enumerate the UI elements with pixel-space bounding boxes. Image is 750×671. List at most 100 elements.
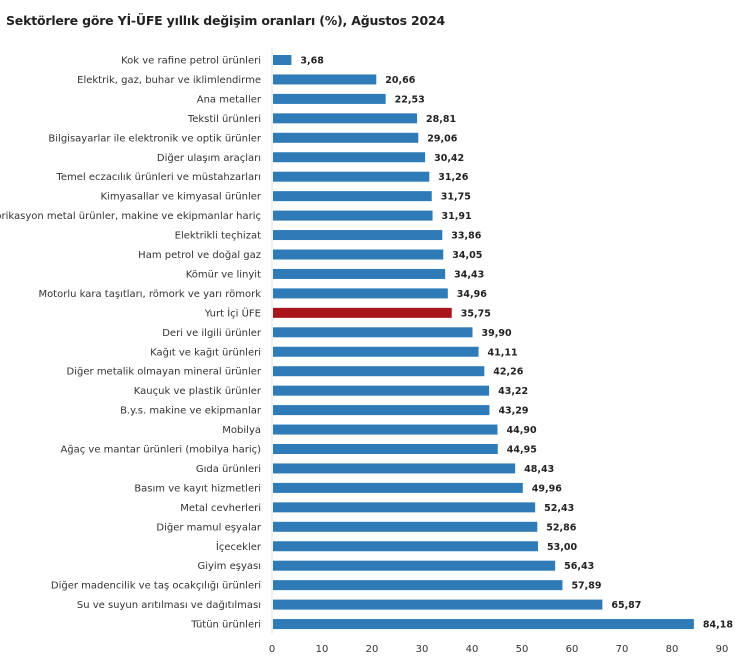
chart-title: Sektörlere göre Yİ-ÜFE yıllık değişim or… bbox=[6, 13, 445, 28]
data-label: 43,22 bbox=[498, 386, 528, 397]
bar bbox=[273, 307, 452, 318]
category-label: Deri ve ilgili ürünler bbox=[162, 328, 262, 339]
data-label: 48,43 bbox=[524, 464, 554, 475]
category-label: Temel eczacılık ürünleri ve müstahzarlar… bbox=[55, 172, 261, 183]
category-label: Kömür ve linyit bbox=[186, 269, 261, 280]
category-label: Diğer mamul eşyalar bbox=[156, 521, 261, 533]
data-label: 33,86 bbox=[451, 231, 481, 242]
category-label: Ana metaller bbox=[197, 94, 262, 105]
category-label: Diğer metalik olmayan mineral ürünler bbox=[67, 366, 262, 378]
data-label: 3,68 bbox=[300, 56, 324, 67]
data-label: 34,05 bbox=[452, 250, 482, 261]
x-tick-label: 50 bbox=[516, 644, 529, 655]
data-label: 65,87 bbox=[611, 600, 641, 611]
category-label: Tütün ürünleri bbox=[190, 620, 261, 631]
x-tick-label: 10 bbox=[316, 644, 329, 655]
x-tick-label: 30 bbox=[416, 644, 429, 655]
x-tick-label: 20 bbox=[366, 644, 379, 655]
x-tick-label: 70 bbox=[616, 644, 629, 655]
category-label: Motorlu kara taşıtları, römork ve yarı r… bbox=[38, 289, 261, 300]
data-label: 22,53 bbox=[395, 94, 425, 105]
data-label: 35,75 bbox=[461, 308, 491, 319]
category-label: B.y.s. makine ve ekipmanlar bbox=[120, 406, 262, 417]
bar bbox=[273, 619, 694, 630]
bar bbox=[273, 580, 563, 591]
category-label: Ham petrol ve doğal gaz bbox=[138, 249, 261, 261]
bar bbox=[273, 152, 426, 163]
data-label: 20,66 bbox=[385, 75, 415, 86]
bar bbox=[273, 521, 538, 532]
bar bbox=[273, 405, 490, 416]
bar bbox=[273, 113, 418, 124]
category-label: Diğer ulaşım araçları bbox=[157, 152, 261, 164]
category-label: Tekstil ürünleri bbox=[187, 114, 261, 125]
data-label: 30,42 bbox=[434, 153, 464, 164]
data-label: 28,81 bbox=[426, 114, 456, 125]
bar bbox=[273, 424, 498, 435]
category-label: Bilgisayarlar ile elektronik ve optik ür… bbox=[48, 133, 261, 144]
data-label: 53,00 bbox=[547, 542, 577, 553]
data-label: 29,06 bbox=[427, 133, 457, 144]
bar bbox=[273, 502, 536, 513]
category-label: Diğer madencilik ve taş ocakçılığı ürünl… bbox=[51, 580, 261, 592]
category-label: Gıda ürünleri bbox=[196, 464, 261, 475]
bar bbox=[273, 132, 419, 143]
bar bbox=[273, 249, 444, 260]
data-label: 42,26 bbox=[493, 367, 523, 378]
data-label: 52,86 bbox=[546, 522, 576, 533]
data-label: 84,18 bbox=[703, 620, 733, 631]
x-tick-label: 0 bbox=[269, 644, 275, 655]
bar bbox=[273, 55, 292, 65]
bar bbox=[273, 191, 432, 202]
x-tick-label: 40 bbox=[466, 644, 479, 655]
bar bbox=[273, 346, 479, 357]
category-label: Kağıt ve kağıt ürünleri bbox=[150, 346, 261, 358]
bar bbox=[273, 463, 516, 474]
bar bbox=[273, 74, 377, 85]
x-tick-label: 60 bbox=[566, 644, 579, 655]
category-label: Kauçuk ve plastik ürünler bbox=[134, 386, 262, 397]
data-label: 56,43 bbox=[564, 561, 594, 572]
bar bbox=[273, 541, 538, 552]
data-label: 43,29 bbox=[498, 406, 528, 417]
category-label: Fabrikasyon metal ürünler, makine ve eki… bbox=[0, 211, 261, 222]
category-label: Metal cevherleri bbox=[180, 503, 261, 514]
category-label: Elektrik, gaz, buhar ve iklimlendirme bbox=[77, 75, 261, 86]
bar bbox=[273, 268, 446, 279]
bar bbox=[273, 599, 603, 610]
data-label: 49,96 bbox=[532, 483, 562, 494]
data-label: 52,43 bbox=[544, 503, 574, 514]
data-label: 34,43 bbox=[454, 269, 484, 280]
bar bbox=[273, 288, 448, 299]
category-label: Mobilya bbox=[222, 425, 261, 436]
bar bbox=[273, 385, 490, 396]
category-label: Elektrikli teçhizat bbox=[175, 231, 261, 242]
category-label: Yurt İçi ÜFE bbox=[204, 306, 261, 319]
category-label: Su ve suyun arıtılması ve dağıtılması bbox=[77, 599, 261, 611]
bar bbox=[273, 482, 523, 493]
bar bbox=[273, 327, 473, 338]
bar bbox=[273, 93, 386, 104]
bar bbox=[273, 366, 485, 377]
data-label: 31,75 bbox=[441, 192, 471, 203]
data-label: 41,11 bbox=[488, 347, 518, 358]
x-tick-label: 90 bbox=[716, 644, 729, 655]
data-label: 39,90 bbox=[482, 328, 512, 339]
category-label: Kok ve rafine petrol ürünleri bbox=[121, 56, 261, 67]
category-label: Giyim eşyası bbox=[197, 561, 261, 572]
data-label: 31,91 bbox=[442, 211, 472, 222]
data-label: 31,26 bbox=[438, 172, 468, 183]
category-label: Ağaç ve mantar ürünleri (mobilya hariç) bbox=[60, 444, 261, 456]
bar bbox=[273, 560, 556, 571]
data-label: 44,95 bbox=[507, 445, 537, 456]
category-label: Kimyasallar ve kimyasal ürünler bbox=[100, 192, 261, 203]
category-label: Basım ve kayıt hizmetleri bbox=[134, 483, 261, 494]
category-label: İçecekler bbox=[216, 540, 262, 553]
bar bbox=[273, 210, 433, 221]
bar bbox=[273, 171, 430, 182]
x-tick-label: 80 bbox=[666, 644, 679, 655]
bar bbox=[273, 444, 498, 454]
data-label: 57,89 bbox=[571, 581, 601, 592]
bar bbox=[273, 230, 443, 241]
